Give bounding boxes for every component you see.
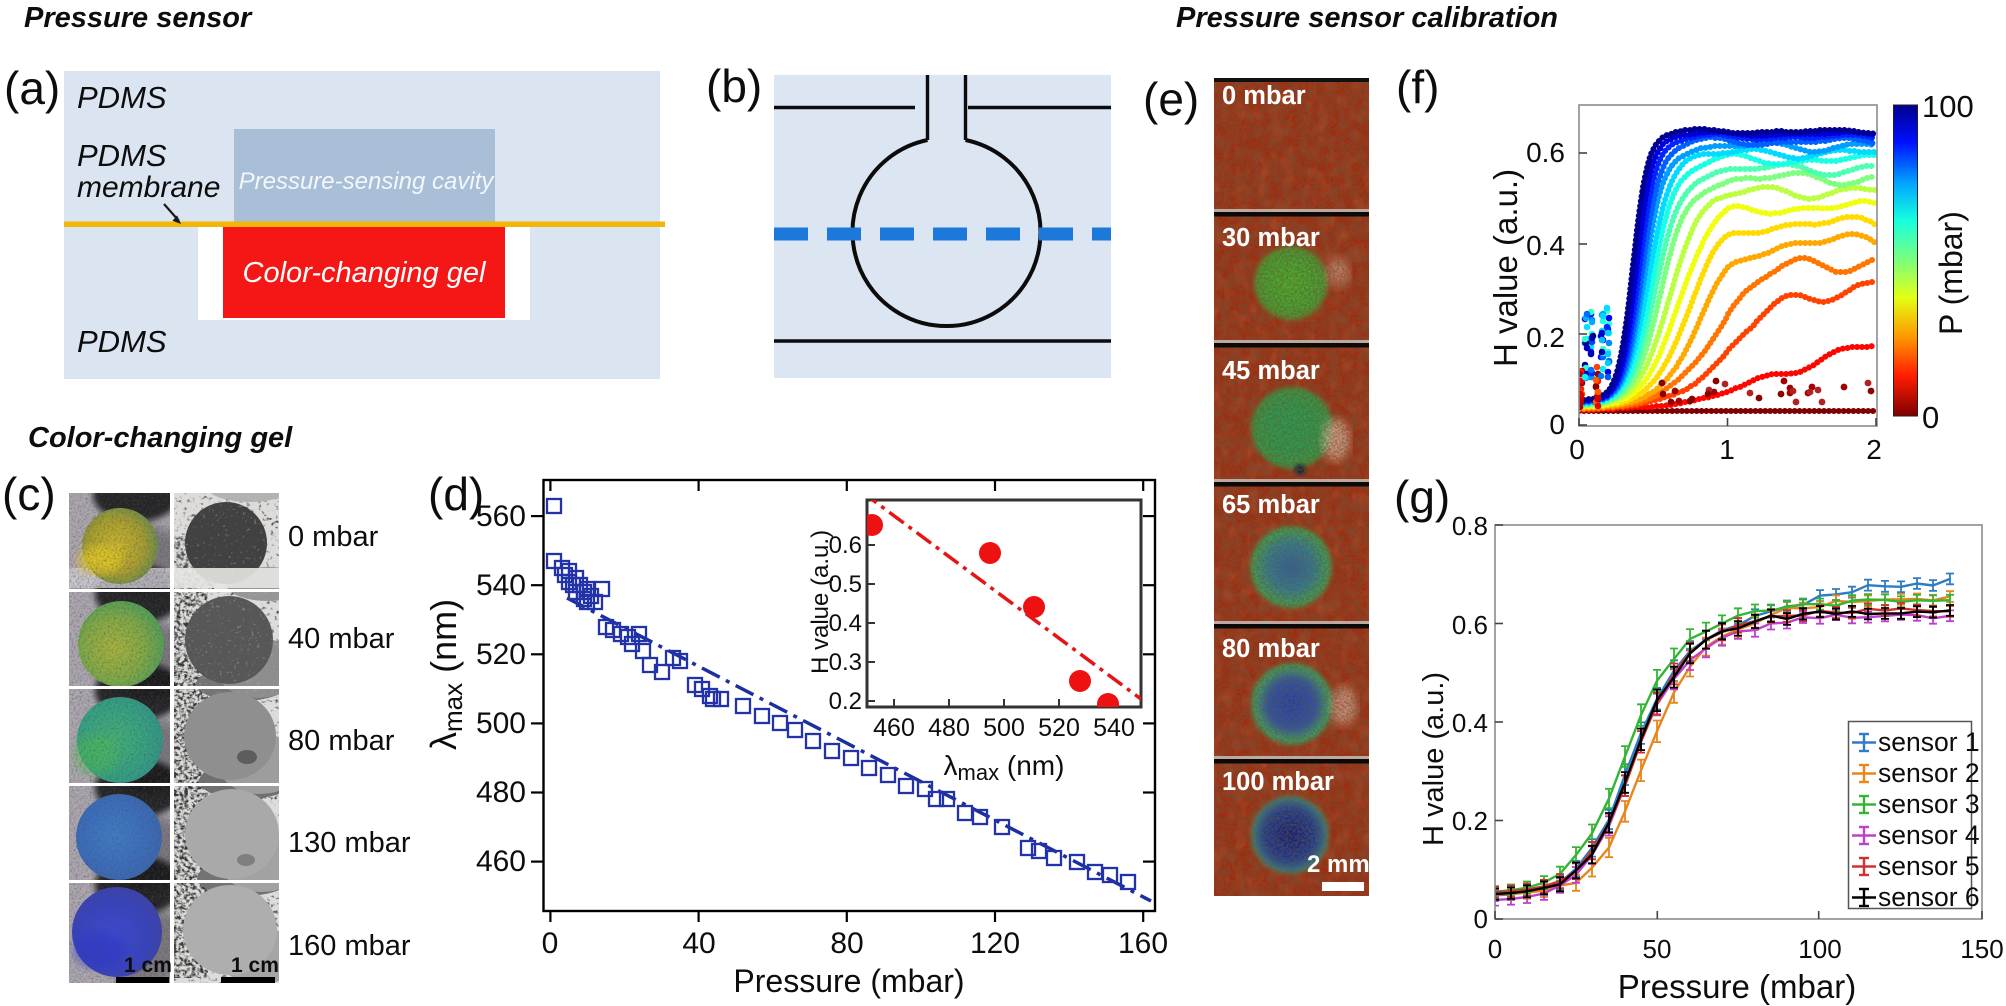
svg-text:50: 50 bbox=[1643, 934, 1672, 964]
svg-text:2 mm: 2 mm bbox=[1307, 851, 1370, 878]
svg-text:(f): (f) bbox=[1396, 61, 1439, 113]
svg-text:130 mbar: 130 mbar bbox=[288, 827, 411, 859]
svg-text:sensor 5: sensor 5 bbox=[1878, 851, 1980, 881]
svg-text:Pressure sensor: Pressure sensor bbox=[24, 2, 253, 34]
svg-text:100 mbar: 100 mbar bbox=[1222, 768, 1334, 796]
svg-text:H value (a.u.): H value (a.u.) bbox=[1418, 672, 1450, 846]
svg-text:(b): (b) bbox=[706, 60, 762, 112]
svg-text:100: 100 bbox=[1922, 89, 1974, 124]
svg-text:0.2: 0.2 bbox=[1526, 322, 1565, 353]
svg-text:1 cm: 1 cm bbox=[231, 954, 279, 977]
svg-text:Pressure (mbar): Pressure (mbar) bbox=[1618, 968, 1856, 1005]
svg-text:0.2: 0.2 bbox=[829, 688, 862, 715]
svg-text:0.4: 0.4 bbox=[829, 610, 862, 637]
svg-text:65 mbar: 65 mbar bbox=[1222, 491, 1320, 519]
svg-text:160 mbar: 160 mbar bbox=[288, 930, 411, 962]
svg-text:(d): (d) bbox=[428, 468, 484, 520]
svg-text:membrane: membrane bbox=[77, 171, 220, 204]
svg-text:0: 0 bbox=[1474, 904, 1488, 934]
svg-text:0.4: 0.4 bbox=[1452, 708, 1488, 738]
svg-text:1: 1 bbox=[1719, 434, 1735, 465]
svg-text:0: 0 bbox=[542, 927, 559, 960]
svg-text:PDMS: PDMS bbox=[77, 138, 167, 173]
svg-text:Pressure sensor calibration: Pressure sensor calibration bbox=[1176, 2, 1558, 34]
svg-text:500: 500 bbox=[476, 707, 526, 740]
svg-text:540: 540 bbox=[1093, 714, 1135, 742]
svg-text:160: 160 bbox=[1118, 927, 1168, 960]
svg-text:Pressure (mbar): Pressure (mbar) bbox=[733, 963, 964, 999]
svg-text:PDMS: PDMS bbox=[77, 80, 167, 115]
svg-text:H value (a.u.): H value (a.u.) bbox=[807, 530, 834, 674]
svg-text:540: 540 bbox=[476, 569, 526, 602]
svg-text:80 mbar: 80 mbar bbox=[1222, 635, 1320, 663]
svg-text:80 mbar: 80 mbar bbox=[288, 725, 395, 757]
svg-text:520: 520 bbox=[1038, 714, 1080, 742]
svg-text:480: 480 bbox=[928, 714, 970, 742]
svg-text:0.4: 0.4 bbox=[1526, 230, 1565, 261]
svg-text:H value (a.u.): H value (a.u.) bbox=[1487, 169, 1524, 367]
svg-text:30 mbar: 30 mbar bbox=[1222, 224, 1320, 252]
svg-text:0.8: 0.8 bbox=[1452, 511, 1488, 541]
svg-text:0.6: 0.6 bbox=[1452, 610, 1488, 640]
svg-text:Pressure-sensing cavity: Pressure-sensing cavity bbox=[239, 168, 496, 195]
svg-text:460: 460 bbox=[476, 845, 526, 878]
svg-text:45 mbar: 45 mbar bbox=[1222, 357, 1320, 385]
svg-text:500: 500 bbox=[983, 714, 1025, 742]
svg-text:0.5: 0.5 bbox=[829, 571, 862, 598]
svg-text:0: 0 bbox=[1922, 400, 1939, 435]
svg-text:sensor 3: sensor 3 bbox=[1878, 789, 1980, 819]
svg-text:(e): (e) bbox=[1143, 73, 1199, 125]
svg-text:40: 40 bbox=[682, 927, 715, 960]
svg-text:λmax (nm): λmax (nm) bbox=[944, 750, 1065, 785]
svg-text:0.2: 0.2 bbox=[1452, 806, 1488, 836]
svg-text:PDMS: PDMS bbox=[77, 324, 167, 359]
svg-text:480: 480 bbox=[476, 776, 526, 809]
svg-text:Color-changing gel: Color-changing gel bbox=[28, 422, 293, 454]
svg-text:100: 100 bbox=[1798, 934, 1841, 964]
svg-text:150: 150 bbox=[1960, 934, 2003, 964]
svg-text:1 cm: 1 cm bbox=[124, 954, 172, 977]
svg-text:(g): (g) bbox=[1394, 471, 1450, 523]
svg-text:sensor 2: sensor 2 bbox=[1878, 758, 1980, 788]
svg-text:40 mbar: 40 mbar bbox=[288, 623, 395, 655]
svg-text:560: 560 bbox=[476, 500, 526, 533]
svg-text:sensor 1: sensor 1 bbox=[1878, 727, 1980, 757]
svg-text:0 mbar: 0 mbar bbox=[1222, 82, 1306, 110]
svg-text:(c): (c) bbox=[2, 468, 56, 520]
svg-text:120: 120 bbox=[970, 927, 1020, 960]
svg-text:Color-changing gel: Color-changing gel bbox=[243, 257, 487, 289]
svg-text:80: 80 bbox=[830, 927, 863, 960]
svg-text:0.6: 0.6 bbox=[829, 532, 862, 559]
svg-text:460: 460 bbox=[873, 714, 915, 742]
svg-text:520: 520 bbox=[476, 638, 526, 671]
svg-text:0: 0 bbox=[1549, 409, 1565, 440]
svg-text:0.3: 0.3 bbox=[829, 649, 862, 676]
svg-text:(a): (a) bbox=[4, 62, 60, 114]
svg-text:2: 2 bbox=[1866, 434, 1882, 465]
svg-text:λmax (nm): λmax (nm) bbox=[423, 599, 468, 750]
svg-text:0: 0 bbox=[1488, 934, 1502, 964]
svg-text:0.6: 0.6 bbox=[1526, 137, 1565, 168]
svg-text:sensor 6: sensor 6 bbox=[1878, 882, 1980, 912]
svg-text:0: 0 bbox=[1569, 434, 1585, 465]
svg-text:sensor 4: sensor 4 bbox=[1878, 820, 1980, 850]
svg-text:P (mbar): P (mbar) bbox=[1933, 211, 1969, 335]
svg-text:0 mbar: 0 mbar bbox=[288, 521, 379, 553]
